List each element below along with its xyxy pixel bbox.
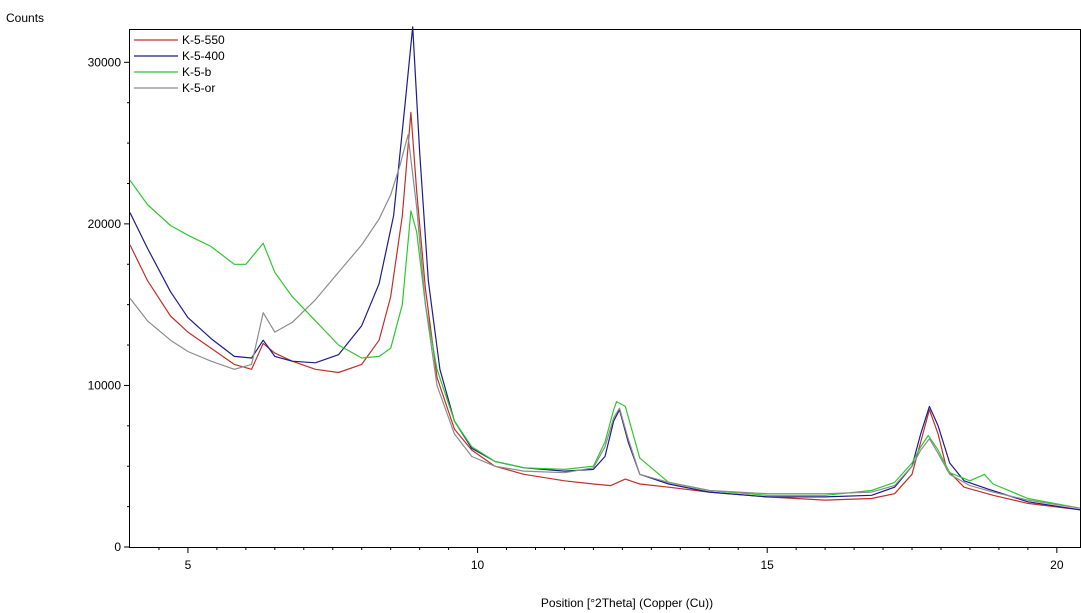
y-tick-label: 10000 [88, 378, 122, 392]
series-line-K-5-400 [129, 26, 1081, 511]
legend-label: K-5-550 [182, 33, 225, 47]
x-axis-ticks: 5 10 15 20 [158, 547, 1064, 572]
legend-label: K-5-400 [182, 49, 225, 63]
plot-frame [129, 29, 1081, 548]
x-tick-label: 5 [185, 558, 192, 572]
series-layer [129, 26, 1081, 511]
legend: K-5-550 K-5-400 K-5-b K-5-or [134, 33, 225, 95]
series-line-K-5-550 [129, 111, 1081, 511]
y-tick-label: 0 [114, 540, 121, 554]
legend-label: K-5-b [182, 65, 212, 79]
y-axis-label: Counts [6, 11, 44, 25]
y-tick-label: 20000 [88, 217, 122, 231]
series-line-K-5-b [129, 179, 1081, 509]
x-tick-label: 10 [471, 558, 485, 572]
x-tick-label: 20 [1050, 558, 1064, 572]
series-line-K-5-or [129, 134, 1081, 509]
y-axis-ticks: 0 10000 20000 30000 [88, 55, 130, 554]
y-tick-label: 30000 [88, 55, 122, 69]
x-axis-label: Position [°2Theta] (Copper (Cu)) [541, 596, 713, 610]
legend-label: K-5-or [182, 81, 215, 95]
x-tick-label: 15 [761, 558, 775, 572]
